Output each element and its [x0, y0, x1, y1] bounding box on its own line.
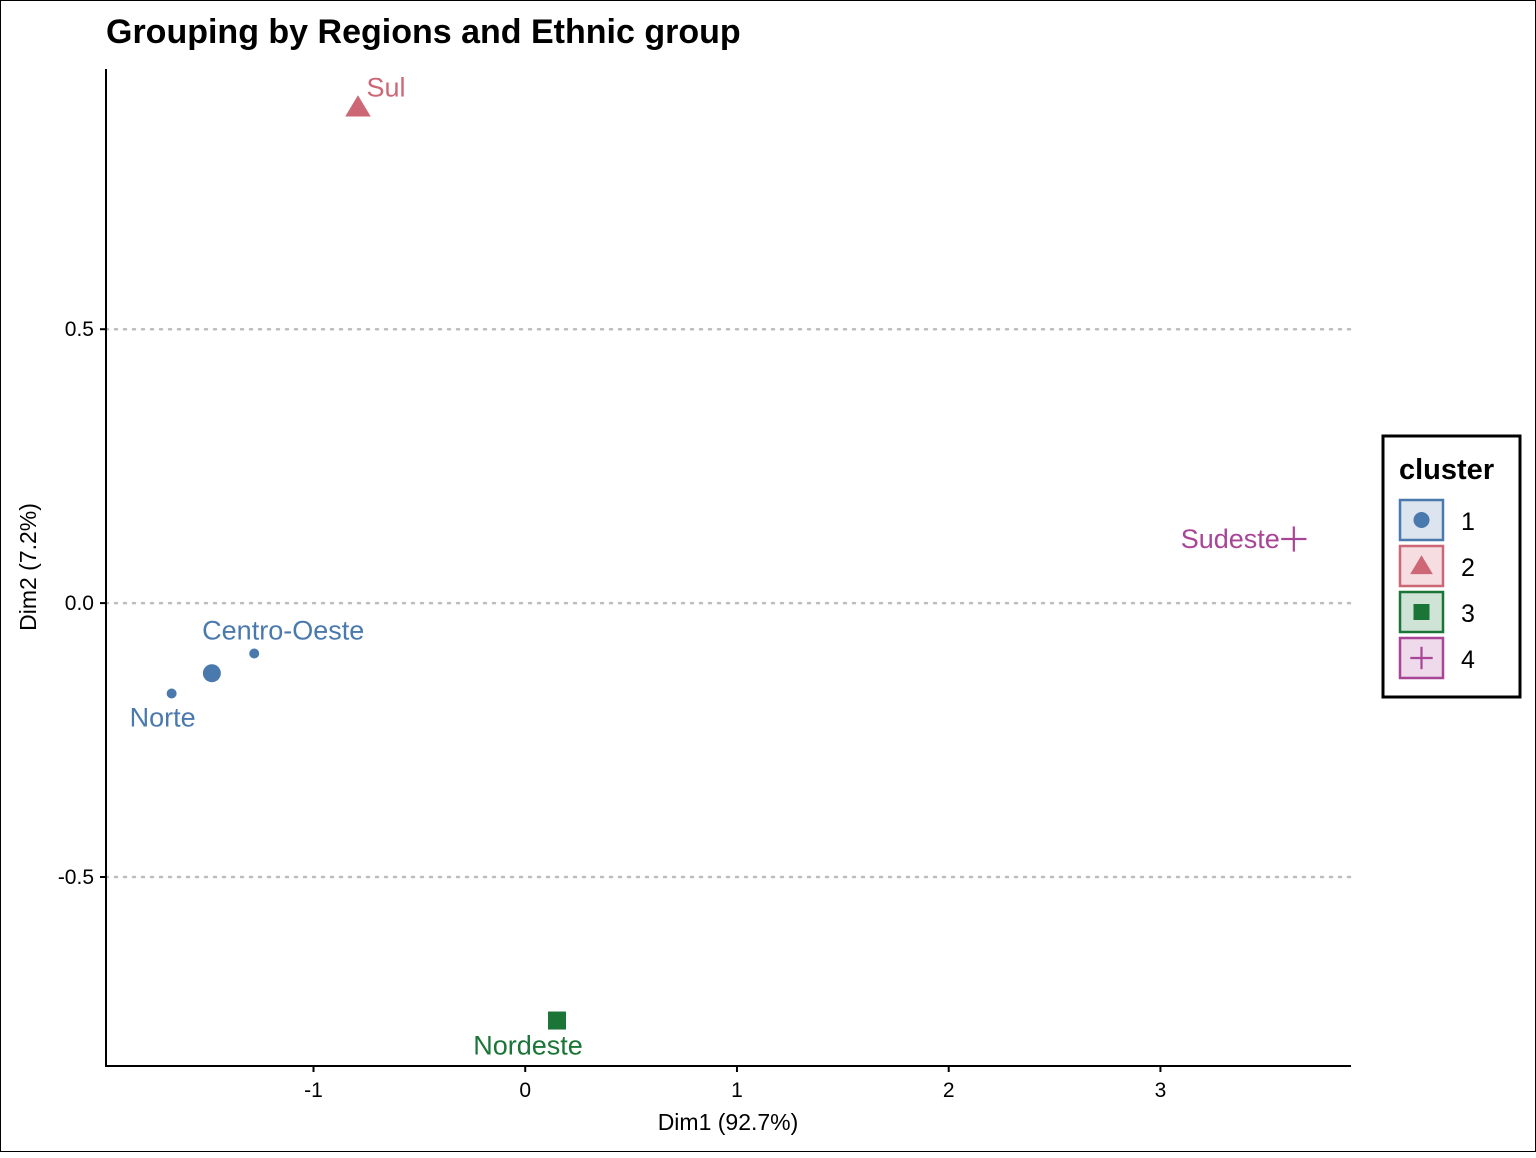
- x-tick-label: -1: [304, 1079, 323, 1102]
- point-label: Centro-Oeste: [202, 616, 364, 646]
- y-axis-title: Dim2 (7.2%): [15, 503, 41, 631]
- point-marker-sudeste: [1281, 526, 1307, 552]
- x-tick-label: 0: [519, 1079, 531, 1102]
- point-label: Nordeste: [473, 1031, 583, 1061]
- legend-circle-icon: [1413, 512, 1430, 528]
- legend-item: 4: [1398, 636, 1475, 680]
- point-marker-norte: [166, 688, 177, 699]
- legend-label: 4: [1461, 646, 1475, 674]
- data-points: Norte Centro-Oeste Sul Nordeste Sudeste: [130, 72, 1307, 1061]
- point-label: Norte: [130, 702, 196, 732]
- legend-item: 3: [1398, 590, 1475, 634]
- legend-title: cluster: [1399, 454, 1494, 486]
- point-marker-nordeste: [547, 1011, 566, 1030]
- y-axis-ticks: -0.5 0.0 0.5: [58, 318, 106, 889]
- point-label: Sul: [366, 72, 405, 102]
- x-axis-title: Dim1 (92.7%): [658, 1109, 799, 1135]
- x-tick-label: 1: [731, 1079, 743, 1102]
- y-tick-label: 0.0: [65, 592, 94, 615]
- point-marker-sul: [345, 95, 371, 117]
- x-tick-label: 3: [1155, 1079, 1167, 1102]
- chart-title: Grouping by Regions and Ethnic group: [106, 13, 741, 51]
- point-marker-centro-oeste: [249, 648, 260, 659]
- point-label: Sudeste: [1181, 524, 1280, 554]
- x-axis-ticks: -1 0 1 2 3: [304, 1066, 1166, 1102]
- legend-items: 1 2 3 4: [1398, 498, 1475, 680]
- legend-item: 1: [1398, 498, 1475, 542]
- grid-lines: [104, 327, 1353, 879]
- legend: cluster 1 2 3 4: [1381, 434, 1522, 699]
- legend-square-icon: [1413, 604, 1430, 620]
- legend-key: [1398, 636, 1445, 680]
- legend-item: 2: [1398, 544, 1475, 588]
- point-marker-center-1: [202, 664, 221, 683]
- legend-label: 1: [1461, 508, 1475, 536]
- legend-cross-icon: [1410, 646, 1433, 670]
- legend-label: 3: [1461, 600, 1475, 628]
- legend-triangle-icon: [1410, 555, 1433, 575]
- x-tick-label: 2: [943, 1079, 955, 1102]
- y-tick-label: -0.5: [58, 866, 94, 889]
- y-tick-label: 0.5: [65, 318, 94, 341]
- legend-label: 2: [1461, 554, 1475, 582]
